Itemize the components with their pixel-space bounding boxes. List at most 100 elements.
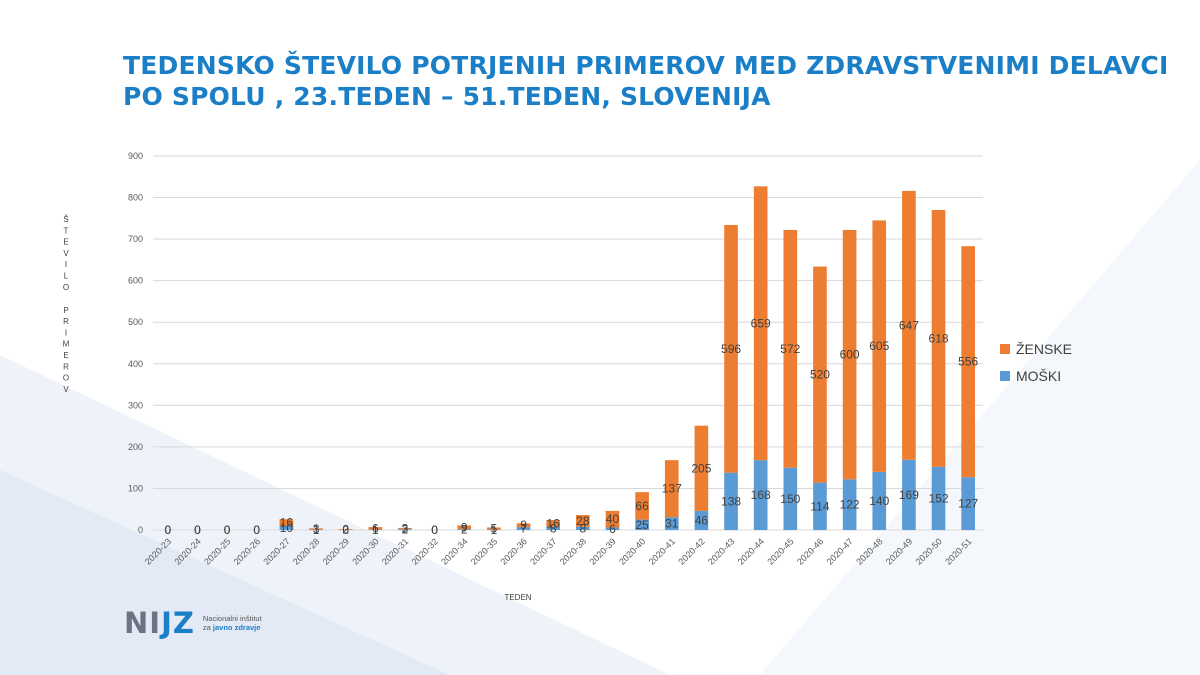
data-label-male-2020-34: 2 [461, 523, 468, 537]
bar-male-2020-39 [605, 527, 620, 530]
data-label-female-2020-31: 3 [402, 522, 409, 536]
bar-female-2020-27 [279, 519, 294, 526]
legend-swatch-male [1000, 371, 1010, 381]
data-label-female-2020-34: 9 [461, 520, 468, 534]
bar-female-2020-50 [931, 210, 946, 467]
bar-male-2020-34 [457, 529, 472, 530]
bar-male-2020-45 [783, 467, 798, 530]
x-tick-label-2020-49: 2020-49 [884, 536, 914, 566]
data-label-female-2020-24: 0 [194, 523, 201, 537]
bar-female-2020-46 [813, 266, 827, 483]
data-label-male-2020-36: 7 [520, 522, 527, 536]
legend-swatch-female [1000, 344, 1010, 354]
data-label-male-2020-25: 0 [224, 523, 231, 537]
bar-male-2020-40 [635, 519, 649, 530]
data-label-female-2020-39: 40 [606, 512, 620, 526]
data-label-female-2020-32: 0 [431, 523, 438, 537]
data-label-female-2020-42: 205 [691, 461, 711, 475]
bar-female-2020-28 [309, 528, 323, 530]
data-label-female-2020-25: 0 [224, 523, 231, 537]
y-tick-label-300: 300 [128, 400, 143, 410]
chart-title-line-1: TEDENSKO ŠTEVILO POTRJENIH PRIMEROV MED … [123, 51, 1169, 80]
x-tick-label-2020-39: 2020-39 [587, 536, 617, 566]
bar-female-2020-48 [872, 220, 887, 472]
data-label-female-2020-30: 6 [372, 521, 379, 535]
x-tick-label-2020-50: 2020-50 [914, 536, 944, 566]
data-label-male-2020-42: 46 [695, 513, 709, 527]
bar-male-2020-42 [694, 510, 709, 530]
data-label-male-2020-51: 127 [958, 497, 978, 511]
bar-female-2020-45 [783, 229, 798, 468]
data-label-male-2020-24: 0 [194, 523, 201, 537]
bar-female-2020-39 [605, 510, 620, 528]
data-label-female-2020-46: 520 [810, 368, 830, 382]
data-label-female-2020-49: 647 [899, 318, 919, 332]
data-label-male-2020-30: 1 [372, 523, 379, 537]
data-label-male-2020-43: 138 [721, 494, 741, 508]
data-label-female-2020-44: 659 [751, 316, 771, 330]
data-label-female-2020-37: 16 [546, 516, 560, 530]
data-label-female-2020-23: 0 [164, 523, 171, 537]
data-label-female-2020-38: 28 [576, 514, 590, 528]
data-label-female-2020-28: 3 [313, 522, 320, 536]
y-tick-label-600: 600 [128, 276, 143, 286]
y-tick-label-700: 700 [128, 234, 143, 244]
x-tick-label-2020-27: 2020-27 [261, 536, 291, 566]
chart-title-line-2: PO SPOLU , 23.TEDEN – 51.TEDEN, SLOVENIJ… [123, 82, 771, 111]
bar-male-2020-31 [398, 529, 412, 530]
chart-legend: ŽENSKE MOŠKI [1000, 338, 1072, 392]
data-label-female-2020-27: 16 [280, 516, 294, 530]
data-label-female-2020-48: 605 [869, 339, 889, 353]
data-label-female-2020-45: 572 [780, 342, 800, 356]
data-label-male-2020-48: 140 [869, 494, 889, 508]
data-label-female-2020-40: 66 [635, 499, 649, 513]
data-label-male-2020-38: 8 [579, 521, 586, 535]
data-label-female-2020-43: 596 [721, 342, 741, 356]
x-tick-label-2020-24: 2020-24 [172, 536, 202, 566]
bar-female-2020-51 [961, 246, 975, 478]
bar-female-2020-35 [487, 527, 501, 530]
data-label-female-2020-26: 0 [253, 523, 260, 537]
bar-female-2020-36 [516, 523, 531, 528]
data-label-male-2020-49: 169 [899, 488, 919, 502]
logo-text: Nacionalni inštitut za javno zdravje [202, 614, 262, 632]
bar-male-2020-47 [842, 479, 857, 530]
bar-female-2020-31 [398, 527, 412, 530]
bar-male-2020-49 [902, 459, 916, 530]
legend-label-female: ŽENSKE [1016, 341, 1073, 357]
bar-female-2020-37 [546, 520, 560, 527]
data-label-male-2020-46: 114 [810, 499, 829, 513]
data-label-female-2020-35: 5 [491, 522, 498, 536]
x-tick-label-2020-40: 2020-40 [617, 536, 647, 566]
x-tick-label-2020-44: 2020-44 [736, 536, 766, 566]
data-label-female-2020-29: 2 [342, 523, 349, 537]
x-tick-label-2020-46: 2020-46 [795, 536, 825, 566]
data-label-male-2020-23: 0 [164, 523, 171, 537]
data-label-male-2020-45: 150 [780, 492, 800, 506]
y-tick-label-400: 400 [128, 359, 143, 369]
bar-female-2020-41 [664, 460, 679, 518]
data-label-male-2020-26: 0 [253, 523, 260, 537]
data-label-female-2020-51: 556 [958, 355, 978, 369]
x-tick-label-2020-26: 2020-26 [232, 536, 262, 566]
x-tick-label-2020-41: 2020-41 [647, 536, 677, 566]
data-label-male-2020-35: 1 [491, 523, 498, 537]
data-label-male-2020-29: 0 [342, 523, 349, 537]
bar-female-2020-44 [753, 186, 768, 461]
x-tick-label-2020-35: 2020-35 [469, 536, 499, 566]
y-tick-label-0: 0 [138, 525, 143, 535]
x-tick-label-2020-45: 2020-45 [765, 536, 795, 566]
x-tick-label-2020-32: 2020-32 [410, 536, 440, 566]
bar-male-2020-37 [546, 526, 560, 530]
bar-female-2020-30 [368, 527, 383, 530]
logo-mark: NIJZ [124, 606, 195, 640]
nijz-logo: NIJZ Nacionalni inštitut za javno zdravj… [124, 606, 262, 640]
bar-male-2020-41 [664, 517, 679, 530]
data-label-male-2020-31: 2 [402, 523, 409, 537]
x-tick-label-2020-38: 2020-38 [558, 536, 588, 566]
data-label-male-2020-44: 168 [751, 488, 771, 502]
x-tick-label-2020-25: 2020-25 [202, 536, 232, 566]
data-label-male-2020-41: 31 [665, 517, 679, 531]
